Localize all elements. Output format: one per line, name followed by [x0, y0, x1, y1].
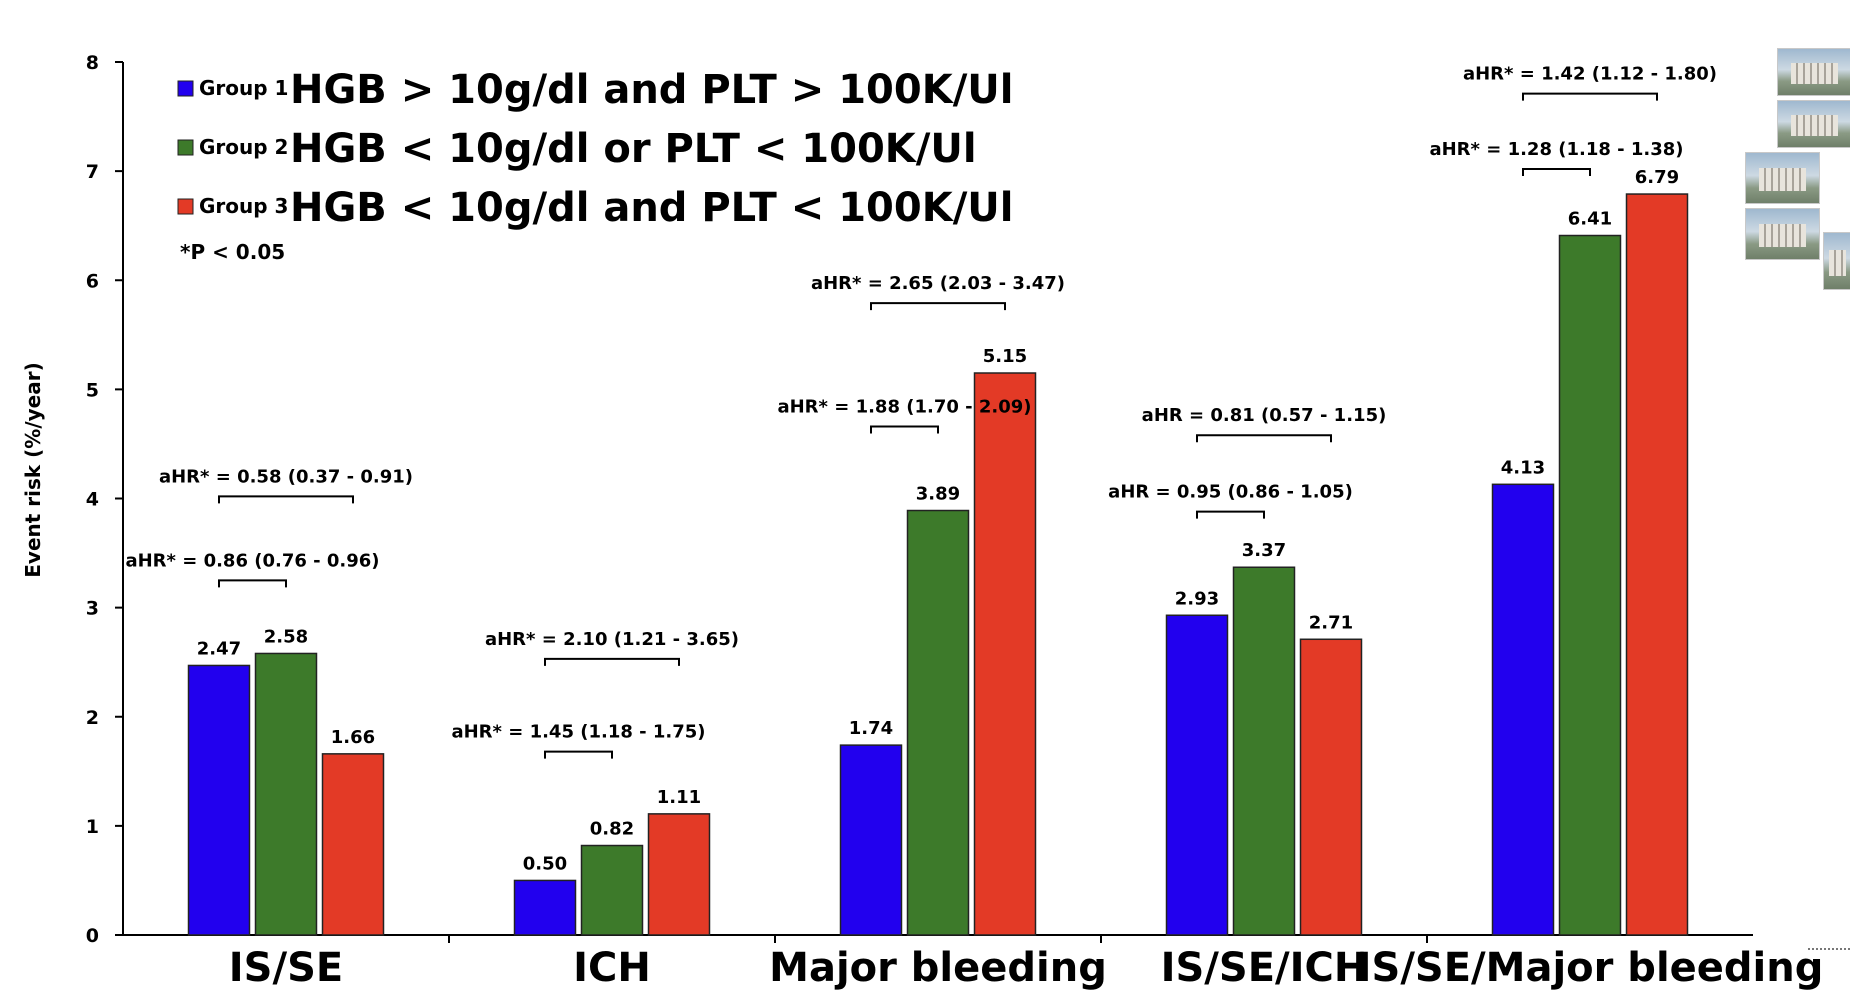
x-tick-label: IS/SE/Major bleeding	[1357, 945, 1824, 991]
hr-bracket	[1522, 167, 1591, 176]
data-label: 0.82	[590, 819, 634, 840]
data-label: 0.50	[523, 853, 567, 874]
bar	[906, 509, 970, 936]
data-label: 2.58	[264, 626, 308, 647]
annotations: aHR* = 0.86 (0.76 - 0.96) aHR* = 0.58 (0.…	[125, 64, 1717, 759]
hr-bracket	[1196, 510, 1265, 519]
thumbnail-strip	[1745, 48, 1850, 298]
bars: 2.47 0.50 1.74 2.93 4.13 2.58 0.82 3.89 3.37 6.41…	[187, 167, 1689, 936]
bar	[1165, 614, 1229, 936]
hr-annotation: aHR = 0.81 (0.57 - 1.15)	[1142, 405, 1387, 426]
x-tick-label: ICH	[573, 945, 651, 991]
significance-note: *P < 0.05	[180, 240, 285, 264]
hr-bracket	[1196, 434, 1332, 443]
hr-annotation: aHR* = 1.42 (1.12 - 1.80)	[1463, 64, 1717, 85]
building-photo-thumbnail	[1745, 208, 1820, 260]
legend-series-name: Group 3	[199, 194, 288, 218]
y-tick-label: 2	[86, 707, 99, 729]
hr-bracket	[218, 579, 287, 588]
data-label: 3.37	[1242, 540, 1286, 561]
hr-annotation: aHR* = 2.10 (1.21 - 3.65)	[485, 629, 739, 650]
bar	[321, 753, 385, 936]
y-tick-label: 5	[86, 379, 99, 401]
legend-swatch	[177, 139, 194, 156]
x-tick-label: Major bleeding	[769, 945, 1107, 991]
bar	[513, 879, 577, 936]
bar	[187, 664, 251, 936]
hr-annotation: aHR = 0.95 (0.86 - 1.05)	[1108, 482, 1353, 503]
legend-series-name: Group 1	[199, 76, 288, 100]
y-tick-label: 7	[86, 161, 99, 183]
hr-annotation: aHR* = 1.88 (1.70 - 2.09)	[777, 396, 1031, 417]
data-label: 2.47	[197, 638, 241, 659]
x-tick-label: IS/SE/ICH	[1161, 945, 1368, 991]
bar	[647, 813, 711, 936]
building-photo-thumbnail	[1745, 152, 1820, 204]
legend-swatch	[177, 80, 194, 97]
dotted-line-decoration	[1808, 948, 1850, 950]
data-label: 1.74	[849, 718, 893, 739]
data-label: 4.13	[1501, 457, 1545, 478]
data-label: 6.79	[1635, 167, 1679, 188]
hr-bracket	[544, 750, 613, 759]
building-photo-thumbnail	[1823, 232, 1850, 290]
bar	[1558, 234, 1622, 936]
hr-bracket	[1522, 92, 1658, 101]
y-tick-label: 1	[86, 816, 99, 838]
hr-bracket	[870, 425, 939, 434]
data-label: 1.11	[657, 787, 701, 808]
bar	[1232, 566, 1296, 936]
legend-series-description: HGB < 10g/dl or PLT < 100K/Ul	[290, 126, 977, 172]
hr-annotation: aHR* = 0.86 (0.76 - 0.96)	[125, 550, 379, 571]
hr-annotation: aHR* = 1.28 (1.18 - 1.38)	[1429, 139, 1683, 160]
legend-series-description: HGB > 10g/dl and PLT > 100K/Ul	[290, 67, 1014, 113]
y-tick-label: 6	[86, 270, 99, 292]
data-label: 6.41	[1568, 209, 1612, 230]
hr-bracket	[218, 495, 354, 504]
building-photo-thumbnail	[1777, 100, 1850, 148]
y-axis-label: Event risk (%/year)	[21, 362, 45, 578]
bar	[580, 844, 644, 936]
bar	[1625, 193, 1689, 936]
building-photo-thumbnail	[1777, 48, 1850, 96]
bar	[973, 372, 1037, 936]
y-tick-label: 3	[86, 598, 99, 620]
y-tick-label: 4	[86, 489, 99, 511]
hr-annotation: aHR* = 2.65 (2.03 - 3.47)	[811, 273, 1065, 294]
data-label: 5.15	[983, 346, 1027, 367]
hr-bracket	[544, 657, 680, 666]
bar	[1299, 638, 1363, 936]
bar	[1491, 483, 1555, 936]
data-label: 2.93	[1175, 588, 1219, 609]
hr-annotation: aHR* = 1.45 (1.18 - 1.75)	[451, 722, 705, 743]
data-label: 1.66	[331, 727, 375, 748]
data-label: 2.71	[1309, 612, 1353, 633]
bar	[254, 652, 318, 936]
data-label: 3.89	[916, 484, 960, 505]
legend-series-name: Group 2	[199, 135, 288, 159]
legend-series-description: HGB < 10g/dl and PLT < 100K/Ul	[290, 185, 1014, 231]
legend: Group 1 HGB > 10g/dl and PLT > 100K/UlGro…	[177, 67, 1014, 264]
bar	[839, 744, 903, 936]
legend-swatch	[177, 198, 194, 215]
hr-annotation: aHR* = 0.58 (0.37 - 0.91)	[159, 466, 413, 487]
x-tick-label: IS/SE	[229, 945, 343, 991]
y-tick-label: 8	[86, 52, 99, 74]
axes: 0 1 2 3 4 5 6 7 8 IS/SE ICH Major bleeding IS/SE/ICH…	[86, 52, 1824, 991]
hr-bracket	[870, 302, 1006, 311]
y-tick-label: 0	[86, 925, 99, 947]
